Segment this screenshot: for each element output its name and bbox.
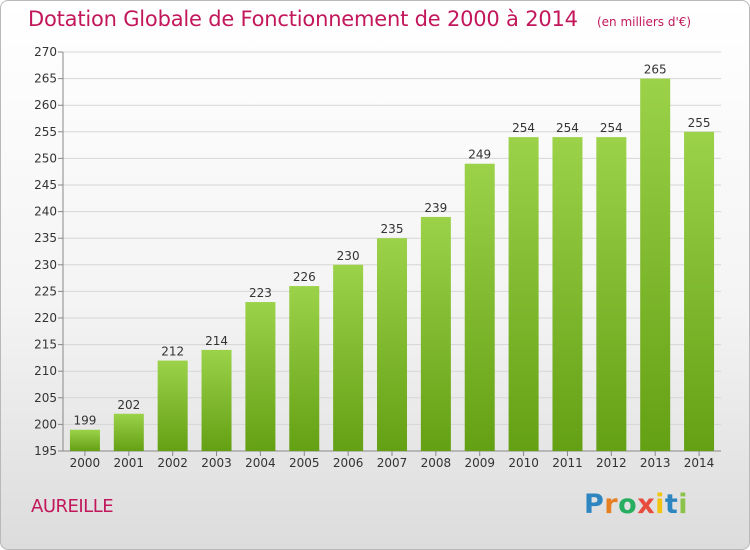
bar-2012 [596, 137, 627, 451]
bar-2003 [201, 349, 232, 451]
proxiti-logo: Proxiti [584, 489, 688, 520]
y-tick-label: 220 [34, 311, 57, 325]
x-tick-label-2008: 2008 [421, 456, 452, 470]
x-tick-label-2000: 2000 [70, 456, 101, 470]
value-label-2003: 214 [205, 334, 228, 348]
x-tick-label-2009: 2009 [464, 456, 495, 470]
value-label-2014: 255 [688, 116, 711, 130]
x-tick-label-2003: 2003 [201, 456, 232, 470]
y-tick-label: 250 [34, 151, 57, 165]
y-tick-label: 270 [34, 45, 57, 59]
bar-2014 [684, 131, 715, 452]
value-label-2012: 254 [600, 121, 623, 135]
chart-title: Dotation Globale de Fonctionnement de 20… [28, 7, 578, 31]
value-label-2000: 199 [73, 414, 96, 428]
y-tick-label: 200 [34, 417, 57, 431]
bar-2002 [157, 360, 188, 451]
x-tick-label-2001: 2001 [114, 456, 145, 470]
y-tick-label: 215 [34, 338, 57, 352]
bar-2013 [640, 78, 671, 451]
logo-letter: x [637, 489, 656, 520]
x-tick-label-2010: 2010 [508, 456, 539, 470]
value-label-2004: 223 [249, 286, 272, 300]
y-tick-label: 210 [34, 364, 57, 378]
y-tick-label: 225 [34, 284, 57, 298]
bar-2007 [377, 238, 407, 451]
bar-2005 [289, 286, 320, 451]
x-tick-label-2004: 2004 [245, 456, 276, 470]
value-label-2007: 235 [381, 222, 404, 236]
value-label-2009: 249 [468, 148, 491, 162]
bar-2011 [552, 137, 583, 451]
value-label-2002: 212 [161, 345, 184, 359]
y-tick-label: 230 [34, 258, 57, 272]
y-tick-label: 255 [34, 125, 57, 139]
bar-2006 [333, 264, 364, 451]
bar-2010 [508, 137, 539, 451]
logo-letter: o [618, 489, 638, 520]
x-tick-label-2002: 2002 [157, 456, 188, 470]
value-label-2006: 230 [337, 249, 360, 263]
x-tick-label-2006: 2006 [333, 456, 364, 470]
value-label-2008: 239 [424, 201, 447, 215]
y-tick-label: 265 [34, 72, 57, 86]
y-tick-label: 245 [34, 178, 57, 192]
logo-letter: t [664, 489, 679, 520]
logo-letter: P [584, 489, 605, 520]
x-tick-label-2005: 2005 [289, 456, 320, 470]
value-label-2011: 254 [556, 121, 579, 135]
x-tick-label-2012: 2012 [596, 456, 627, 470]
x-tick-label-2013: 2013 [640, 456, 671, 470]
y-tick-label: 235 [34, 231, 57, 245]
x-tick-label-2011: 2011 [552, 456, 583, 470]
bar-2009 [464, 163, 495, 451]
value-label-2005: 226 [293, 270, 316, 284]
y-tick-label: 205 [34, 391, 57, 405]
logo-letter: i [678, 489, 689, 520]
y-tick-label: 195 [34, 444, 57, 458]
x-tick-label-2007: 2007 [377, 456, 408, 470]
commune-name: AUREILLE [31, 496, 114, 517]
bar-2001 [113, 413, 144, 451]
value-label-2010: 254 [512, 121, 535, 135]
bar-2000 [69, 429, 100, 451]
value-label-2001: 202 [117, 398, 140, 412]
logo-letter: i [655, 489, 665, 520]
y-tick-label: 260 [34, 98, 57, 112]
chart-unit-note: (en milliers d'€) [596, 15, 692, 29]
value-label-2013: 265 [644, 63, 667, 77]
bar-2008 [420, 216, 451, 451]
logo-letter: r [604, 489, 619, 520]
y-tick-label: 240 [34, 205, 57, 219]
bar-2004 [245, 302, 276, 451]
title-row: Dotation Globale de Fonctionnement de 20… [28, 7, 691, 31]
x-tick-label-2014: 2014 [684, 456, 715, 470]
